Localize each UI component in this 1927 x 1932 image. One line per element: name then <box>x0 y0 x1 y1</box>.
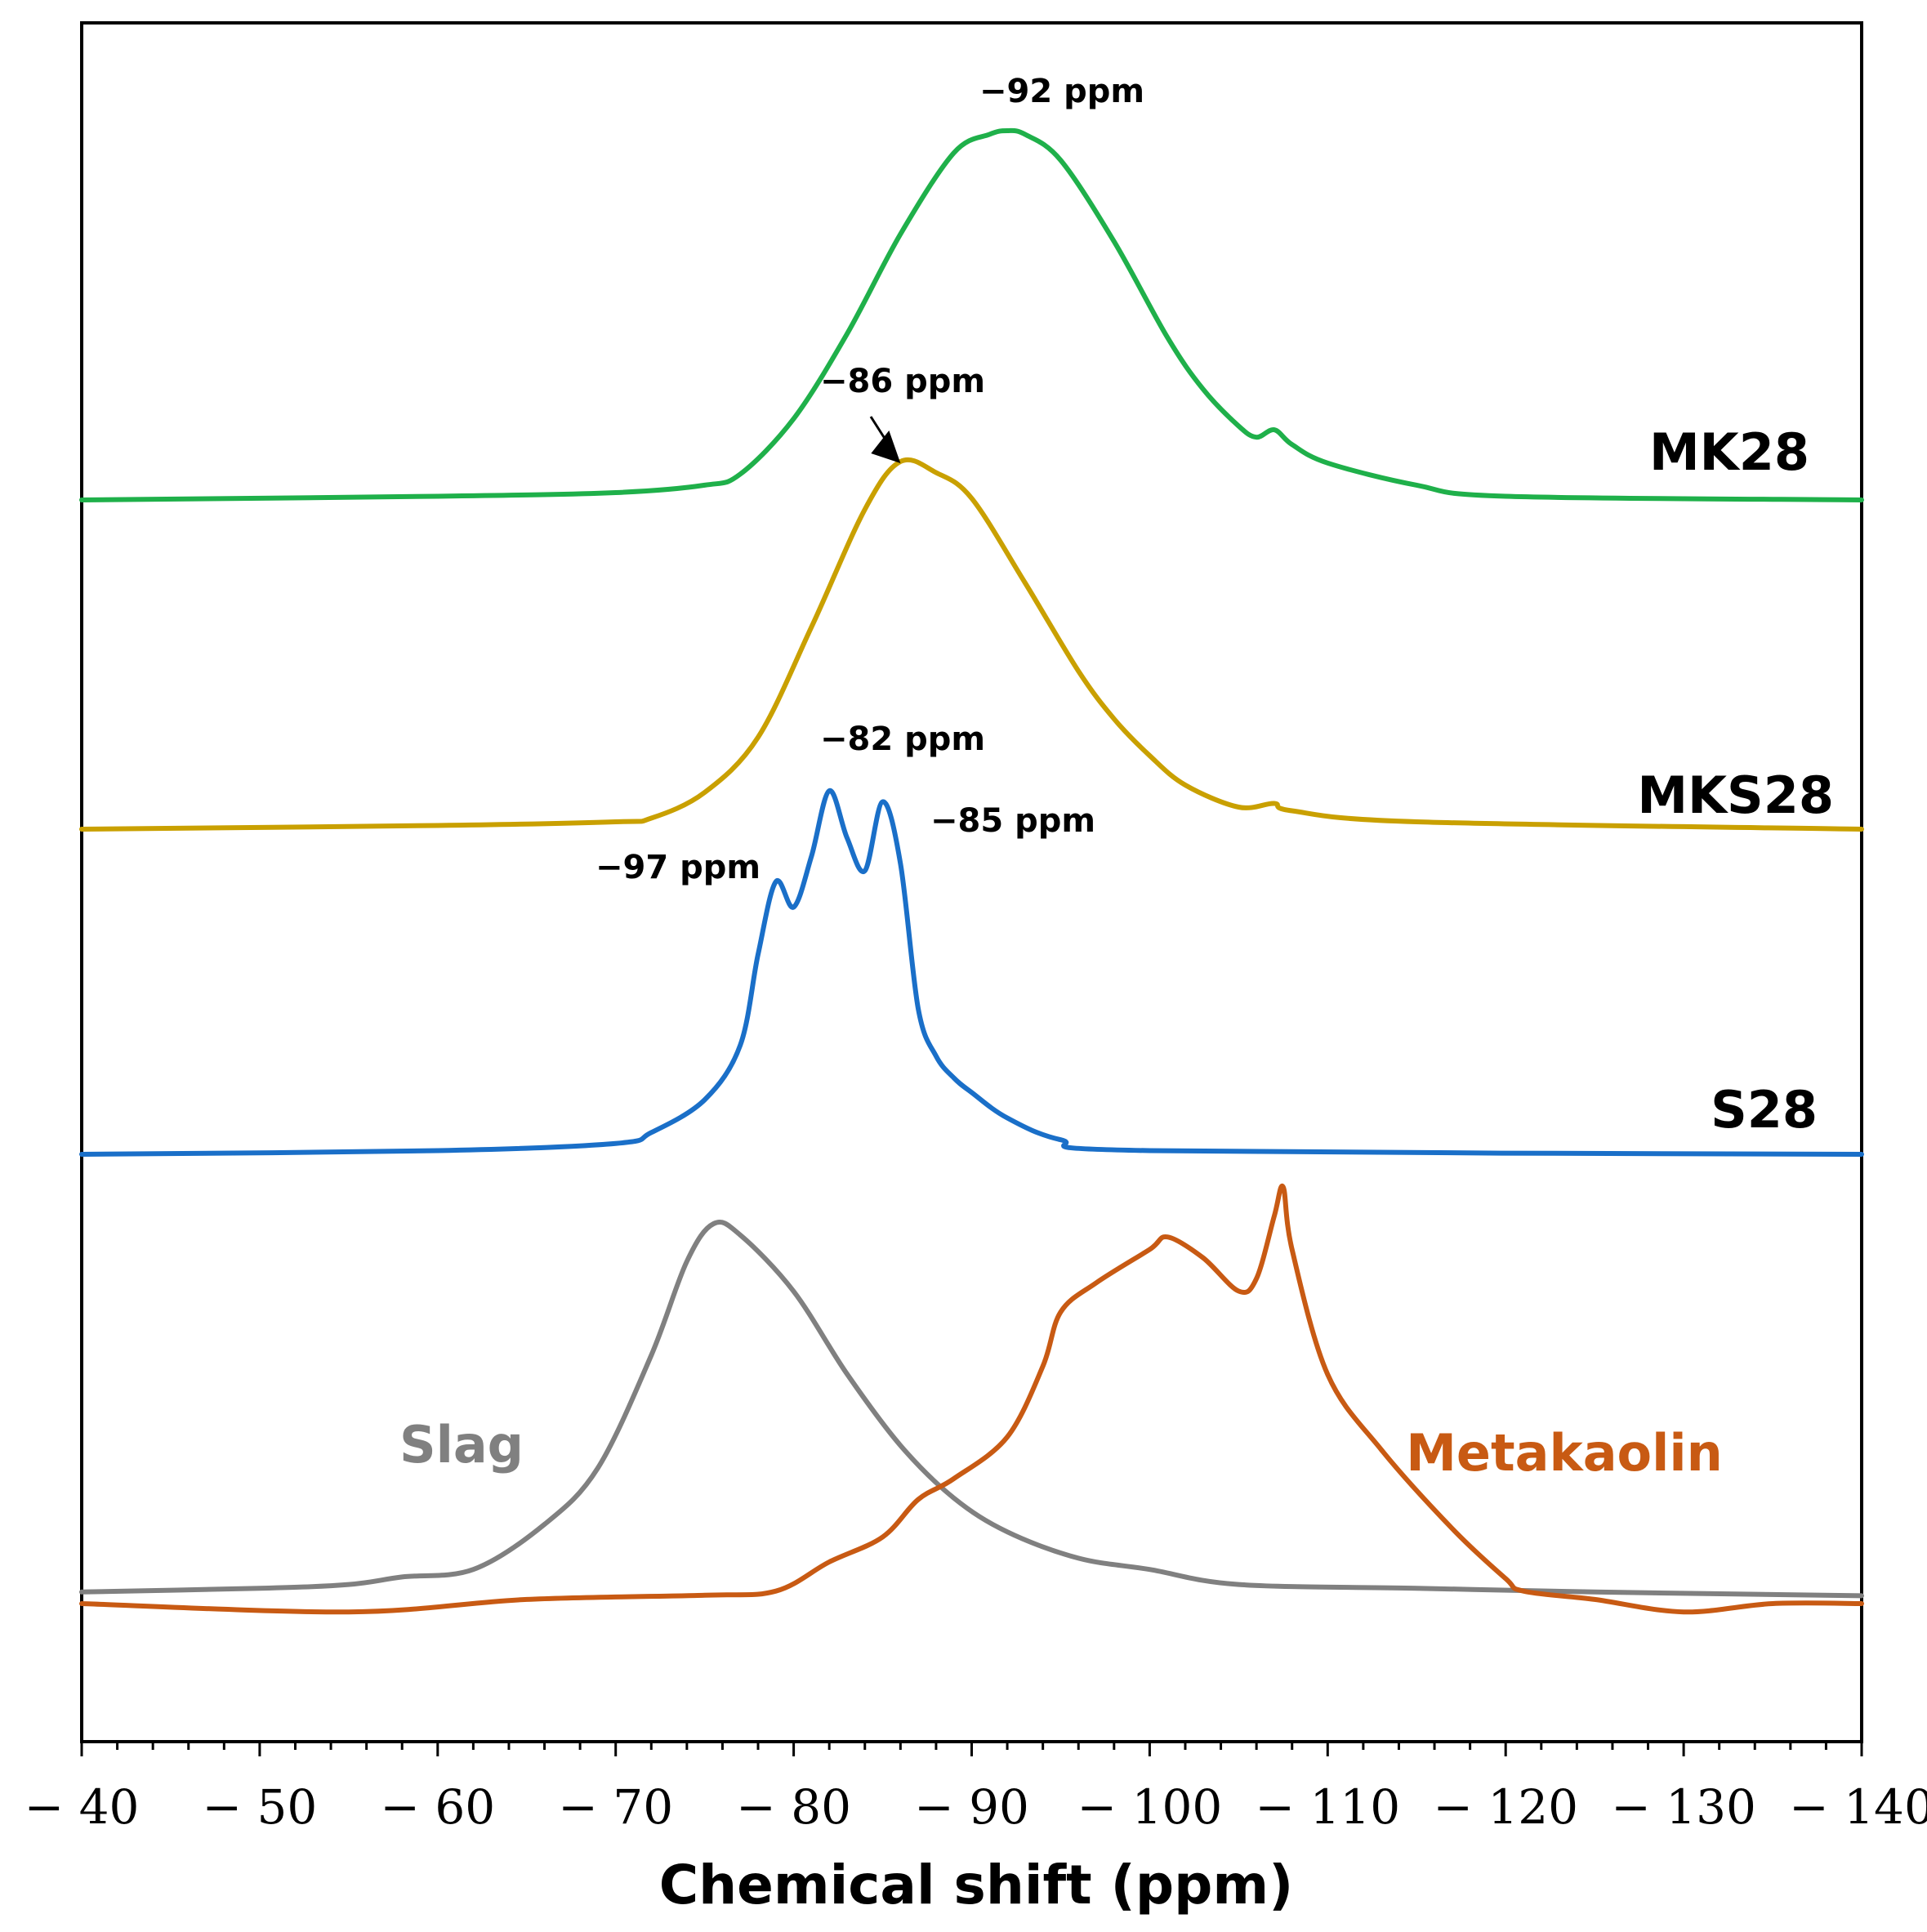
peak-annotation: −82 ppm <box>820 721 985 758</box>
series-label-mk28: MK28 <box>1649 422 1809 482</box>
x-tick-label: − 120 <box>1433 1779 1578 1835</box>
peak-annotation: −92 ppm <box>979 73 1144 110</box>
series-line-metakaolin <box>79 1183 1864 1615</box>
series-line-slag <box>79 1219 1864 1599</box>
series-lines <box>79 127 1864 1615</box>
series-label-slag: Slag <box>399 1415 524 1475</box>
series-label-s28: S28 <box>1711 1080 1818 1140</box>
annotation-arrow-head <box>871 431 901 463</box>
peak-annotations: −92 ppm −86 ppm −82 ppm −85 ppm −97 ppm <box>595 73 1144 886</box>
x-tick-label: − 90 <box>914 1779 1029 1835</box>
peak-annotation: −86 ppm <box>820 363 985 400</box>
x-tick-label: − 50 <box>202 1779 317 1835</box>
plot-frame <box>80 21 1863 1743</box>
peak-annotation: −97 ppm <box>595 849 761 886</box>
x-tick-label: − 110 <box>1255 1779 1400 1835</box>
series-line-s28 <box>79 788 1864 1157</box>
x-tick-label: − 70 <box>558 1779 673 1835</box>
series-line-mk28 <box>79 127 1864 502</box>
x-tick-label: − 80 <box>736 1779 851 1835</box>
x-axis-title: Chemical shift (ppm) <box>659 1854 1294 1916</box>
x-tick-label: − 40 <box>25 1779 140 1835</box>
series-labels: MK28 MKS28 S28 Slag Metakaolin <box>399 422 1834 1483</box>
x-axis-tick-labels: − 40− 50− 60− 70− 80− 90− 100− 110− 120−… <box>25 1779 1927 1835</box>
x-axis-ticks <box>80 1742 1863 1756</box>
x-tick-label: − 140 <box>1789 1779 1927 1835</box>
series-label-mks28: MKS28 <box>1637 765 1834 825</box>
peak-annotation: −85 ppm <box>930 802 1095 840</box>
series-label-metakaolin: Metakaolin <box>1406 1423 1723 1483</box>
x-tick-label: − 130 <box>1611 1779 1756 1835</box>
series-line-mks28 <box>79 457 1864 832</box>
x-tick-label: − 100 <box>1077 1779 1223 1835</box>
x-tick-label: − 60 <box>380 1779 495 1835</box>
